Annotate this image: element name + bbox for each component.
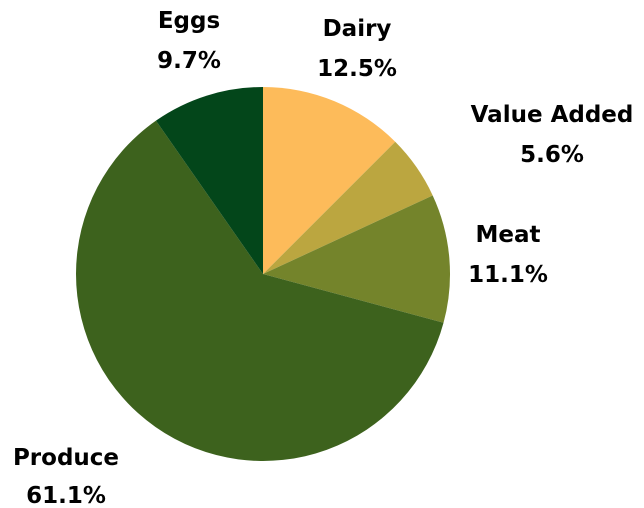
pie-slices <box>76 87 451 462</box>
slice-label-eggs: Eggs <box>158 8 220 34</box>
slice-label-value-added: Value Added <box>471 102 634 128</box>
slice-value-meat: 11.1% <box>468 262 548 288</box>
pie-slice-meat <box>263 195 451 323</box>
slice-value-value-added: 5.6% <box>520 142 584 168</box>
slice-label-meat: Meat <box>475 222 540 248</box>
slice-value-eggs: 9.7% <box>157 48 221 74</box>
pie-slice-produce <box>76 120 444 462</box>
slice-value-produce: 61.1% <box>26 483 106 508</box>
pie-labels: Dairy 12.5% Value Added 5.6% Meat 11.1% Produc… <box>13 8 633 508</box>
slice-label-produce: Produce <box>13 445 119 471</box>
slice-label-dairy: Dairy <box>323 16 392 42</box>
pie-slice-dairy <box>263 87 396 274</box>
pie-slice-eggs <box>155 87 263 274</box>
pie-slice-value-added <box>263 141 433 274</box>
slice-value-dairy: 12.5% <box>317 56 397 82</box>
